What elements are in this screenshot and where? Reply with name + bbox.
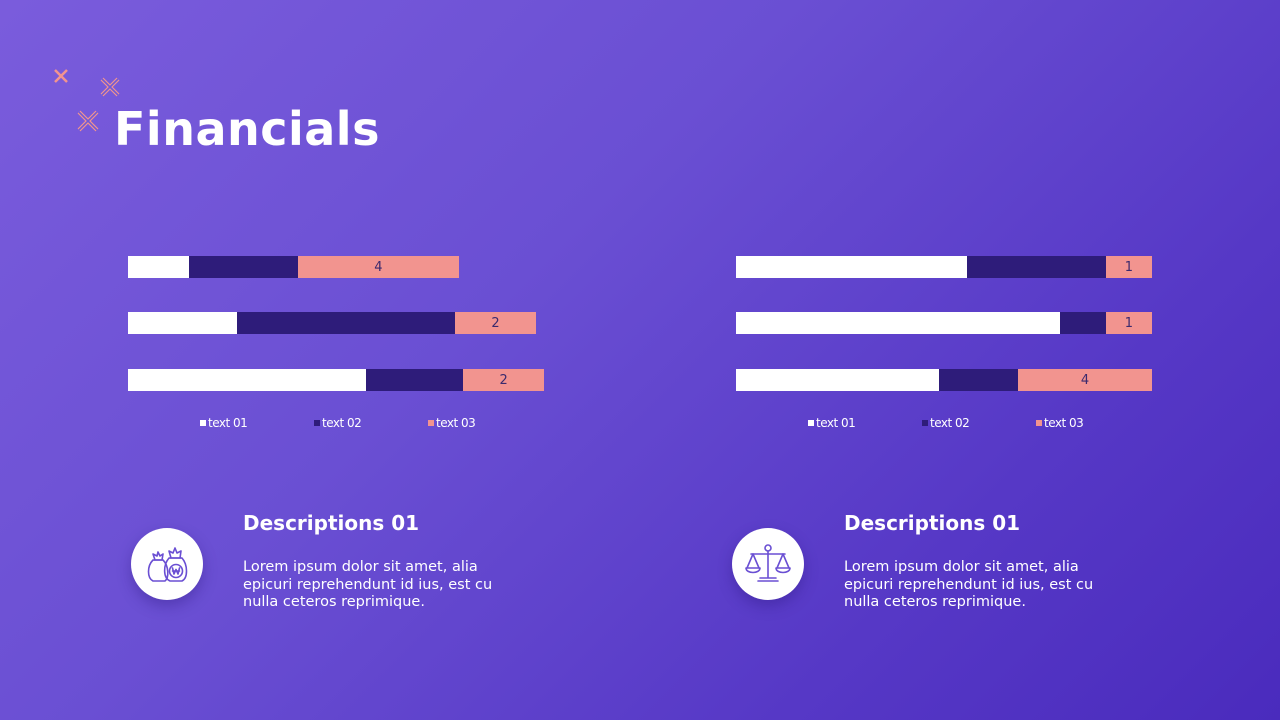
- icon-circle-right: [732, 528, 804, 600]
- bar-segment-text-03: 2: [463, 369, 544, 391]
- legend-swatch: [808, 420, 814, 426]
- legend-swatch: [200, 420, 206, 426]
- page-title: Financials: [114, 102, 380, 156]
- bar-segment-text-03: 1: [1105, 312, 1152, 334]
- bar-segment-text-01: [128, 369, 367, 391]
- balance-scale-icon: [745, 544, 791, 582]
- description-title-right: Descriptions 01: [844, 511, 1021, 535]
- legend-item: text 03: [428, 416, 476, 430]
- legend-item: text 01: [808, 416, 856, 430]
- legend-swatch: [1036, 420, 1042, 426]
- bar-segment-text-01: [736, 369, 940, 391]
- description-title-left: Descriptions 01: [243, 511, 420, 535]
- legend-label: text 03: [436, 416, 476, 430]
- legend-item: text 02: [922, 416, 970, 430]
- data-label: 2: [491, 315, 500, 331]
- bar-row: 2: [128, 312, 544, 334]
- data-label: 2: [499, 372, 508, 388]
- data-label: 4: [1080, 372, 1090, 388]
- legend-label: text 01: [816, 416, 856, 430]
- legend-item: text 03: [1036, 416, 1084, 430]
- description-body-left: Lorem ipsum dolor sit amet, alia epicuri…: [243, 559, 493, 610]
- legend-label: text 01: [208, 416, 248, 430]
- legend-label: text 02: [322, 416, 362, 430]
- bar-segment-text-02: [188, 256, 298, 278]
- data-label: 1: [1124, 259, 1134, 275]
- bar-row: 4: [128, 256, 544, 278]
- icon-circle-left: [131, 528, 203, 600]
- legend-swatch: [428, 420, 434, 426]
- stacked-bar-chart-left: 4 2 2 text 01 text 02 text 03: [128, 250, 544, 440]
- bar-segment-text-03: 2: [455, 312, 536, 334]
- data-label: 1: [1124, 315, 1134, 331]
- cross-outline-icon: [77, 110, 99, 132]
- chart-legend: text 01 text 02 text 03: [128, 416, 544, 432]
- chart-legend: text 01 text 02 text 03: [736, 416, 1152, 432]
- bar-segment-text-02: [237, 312, 456, 334]
- bar-segment-text-01: [736, 256, 968, 278]
- legend-item: text 01: [200, 416, 248, 430]
- bar-segment-text-02: [939, 369, 1018, 391]
- legend-item: text 02: [314, 416, 362, 430]
- cross-small-icon: [54, 69, 68, 83]
- bar-segment-text-01: [128, 256, 189, 278]
- description-body-right: Lorem ipsum dolor sit amet, alia epicuri…: [844, 559, 1094, 610]
- bar-segment-text-03: 4: [297, 256, 460, 278]
- bar-row: 2: [128, 369, 544, 391]
- legend-label: text 02: [930, 416, 970, 430]
- cross-outline-icon: [100, 77, 120, 97]
- bar-segment-text-01: [736, 312, 1060, 334]
- stacked-bar-chart-right: 1 1 4 text 01 text 02 text 03: [736, 250, 1152, 440]
- data-label: 4: [374, 259, 383, 275]
- money-bag-icon: [147, 547, 188, 582]
- bar-segment-text-03: 1: [1105, 256, 1152, 278]
- legend-swatch: [922, 420, 928, 426]
- bar-segment-text-02: [967, 256, 1106, 278]
- bar-row: 1: [736, 256, 1152, 278]
- bar-row: 1: [736, 312, 1152, 334]
- bar-segment-text-01: [128, 312, 238, 334]
- legend-swatch: [314, 420, 320, 426]
- bar-segment-text-03: 4: [1017, 369, 1152, 391]
- bar-row: 4: [736, 369, 1152, 391]
- bar-segment-text-02: [1059, 312, 1106, 334]
- legend-label: text 03: [1044, 416, 1084, 430]
- bar-segment-text-02: [366, 369, 464, 391]
